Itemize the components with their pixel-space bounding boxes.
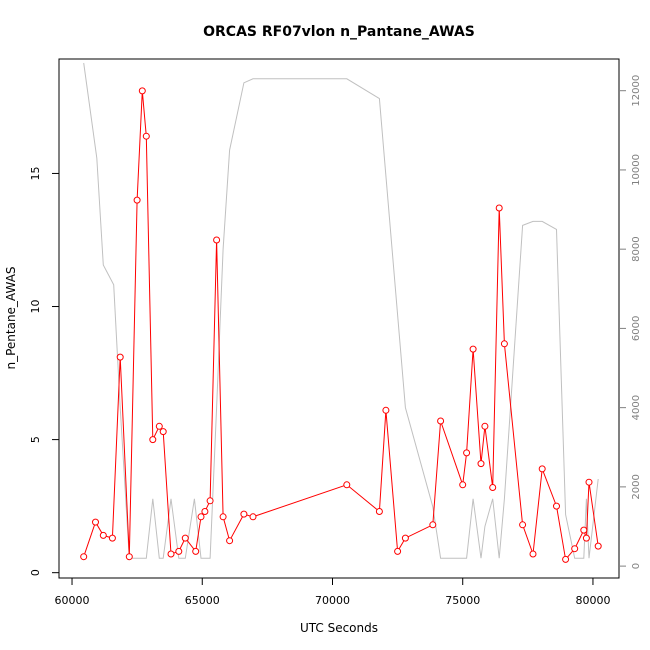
data-point [99, 531, 107, 539]
data-point [149, 436, 157, 444]
data-point [495, 204, 503, 212]
y-tick-label: 5 [29, 436, 42, 443]
data-point [138, 87, 146, 95]
data-point [206, 497, 214, 505]
data-point [133, 196, 141, 204]
data-point [489, 484, 497, 491]
data-point [240, 510, 248, 518]
data-point [594, 542, 602, 550]
data-point [481, 422, 489, 430]
data-point [401, 534, 409, 542]
data-point [108, 534, 116, 542]
y-axis-label: n_Pentane_AWAS [4, 266, 18, 369]
data-point [529, 550, 537, 558]
data-point [249, 513, 257, 521]
x-axis: 60000 65000 70000 75000 80000 [55, 578, 610, 607]
x-tick-label: 70000 [315, 594, 350, 607]
x-tick-label: 80000 [575, 594, 610, 607]
data-point [538, 465, 546, 473]
data-point [181, 534, 189, 542]
x-axis-label: UTC Seconds [300, 621, 378, 635]
right-y-tick-label: 6000 [631, 316, 642, 341]
right-y-tick-label: 10000 [631, 154, 642, 186]
data-point [571, 545, 579, 553]
data-point [459, 481, 467, 489]
data-point [394, 547, 402, 555]
data-point [219, 513, 227, 521]
data-point [213, 236, 221, 244]
data-point [477, 460, 485, 468]
data-point [125, 553, 133, 561]
data-point [80, 553, 88, 561]
data-point [375, 508, 383, 515]
data-point [142, 132, 150, 140]
data-point [382, 406, 390, 414]
y-tick-label: 15 [29, 166, 42, 180]
y-tick-label: 0 [29, 569, 42, 576]
data-point [463, 449, 471, 457]
series-line-secondary [83, 62, 599, 559]
right-y-tick-label: 12000 [631, 75, 642, 107]
data-point [116, 353, 124, 361]
x-tick-label: 65000 [185, 594, 220, 607]
data-point [437, 417, 445, 425]
series-layer [80, 62, 602, 563]
data-point [175, 547, 183, 555]
right-y-tick-label: 0 [631, 563, 642, 569]
data-point [343, 481, 351, 489]
data-point [500, 340, 508, 348]
data-point [197, 513, 205, 521]
plot-frame [58, 58, 620, 579]
data-point [92, 518, 99, 526]
data-point [562, 555, 570, 563]
right-y-tick-label: 2000 [631, 474, 642, 499]
data-point [201, 508, 209, 515]
data-point [469, 345, 477, 353]
y-tick-label: 10 [29, 300, 42, 314]
data-point [226, 537, 234, 545]
chart-title: ORCAS RF07vlon n_Pantane_AWAS [203, 24, 475, 40]
data-point [519, 521, 527, 529]
x-tick-label: 60000 [55, 594, 90, 607]
y-axis: 0 5 10 15 [29, 166, 59, 576]
right-axis: 0 2000 4000 6000 8000 10000 12000 [619, 75, 642, 569]
data-point [585, 478, 593, 486]
data-point [429, 521, 437, 529]
data-point [553, 502, 560, 510]
data-point [192, 547, 200, 555]
data-point [580, 526, 588, 534]
right-y-tick-label: 8000 [631, 236, 642, 261]
data-point [155, 422, 163, 430]
data-point [159, 428, 167, 436]
x-tick-label: 75000 [445, 594, 480, 607]
right-y-tick-label: 4000 [631, 395, 642, 420]
data-point [167, 550, 175, 558]
series-line-primary [83, 90, 599, 561]
data-point [582, 534, 590, 542]
